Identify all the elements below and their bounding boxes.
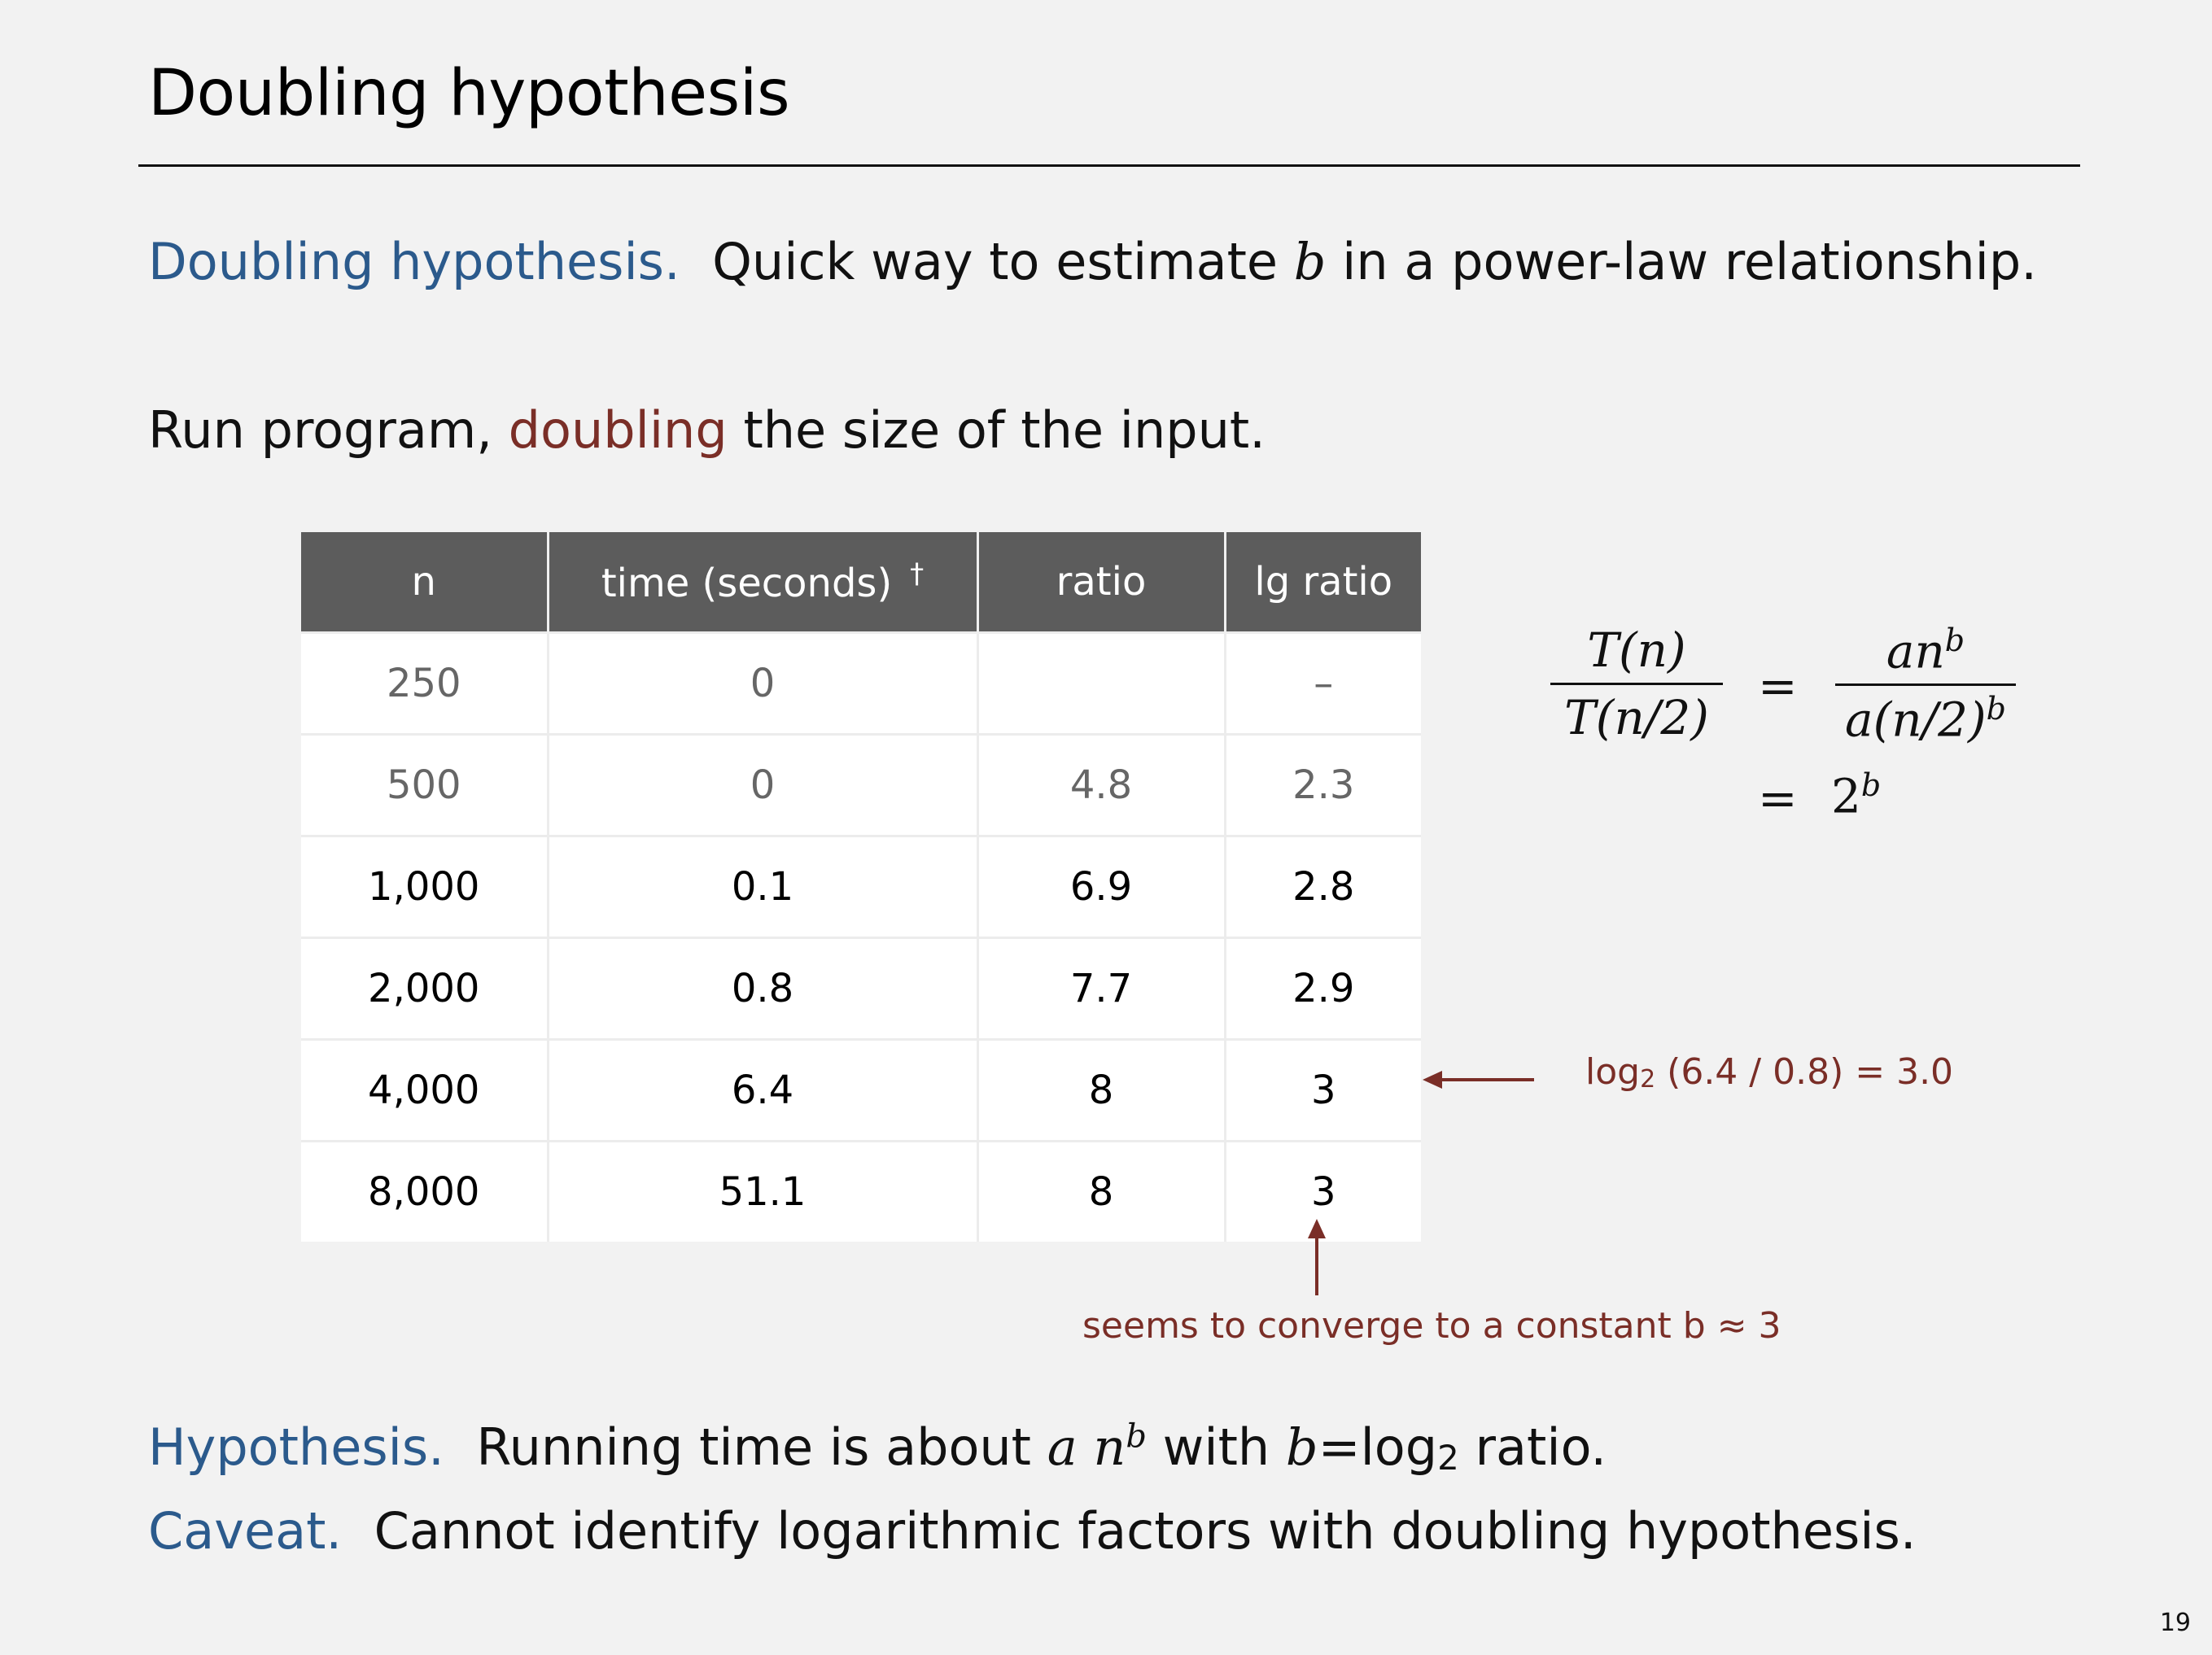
formula-result: 2b (1831, 767, 1882, 824)
dagger-mark: † (910, 557, 925, 590)
cell-ratio: 8 (977, 1038, 1226, 1142)
caveat-label: Caveat. (148, 1501, 343, 1561)
intro-var: b (1293, 232, 1327, 291)
cell-time: 51.1 (548, 1140, 979, 1242)
rhs-numerator: an (1886, 623, 1945, 679)
header-lg-ratio: lg ratio (1225, 532, 1421, 633)
page-title: Doubling hypothesis (148, 57, 790, 130)
converge-annotation: seems to converge to a constant b ≈ 3 (1082, 1305, 1781, 1347)
rhs-fraction: anb a(n/2)b (1835, 622, 2016, 748)
intro-text-after: in a power-law relationship. (1342, 232, 2037, 291)
cell-n: 500 (301, 733, 549, 836)
cell-n: 250 (301, 631, 549, 735)
cell-lg-ratio: 3 (1225, 1038, 1421, 1142)
intro-label: Doubling hypothesis. (148, 232, 680, 291)
cell-lg-ratio: 2.3 (1225, 733, 1421, 836)
cell-n: 2,000 (301, 937, 549, 1040)
run-highlight: doubling (508, 400, 728, 460)
cell-n: 4,000 (301, 1038, 549, 1142)
rhs-numerator-exp: b (1944, 622, 1965, 658)
cell-lg-ratio: 3 (1225, 1140, 1421, 1242)
rhs-denominator: a(n/2) (1845, 692, 1987, 748)
cell-ratio (977, 631, 1226, 735)
header-ratio: ratio (977, 532, 1226, 633)
hypothesis-label: Hypothesis. (148, 1417, 444, 1477)
equals-sign-2: = (1758, 771, 1798, 826)
table-row: 500 0 4.8 2.3 (301, 733, 1421, 836)
header-n: n (301, 532, 549, 633)
cell-ratio: 6.9 (977, 835, 1226, 938)
page-number: 19 (2159, 1609, 2191, 1637)
arrow-left-head (1423, 1071, 1442, 1089)
cell-time: 0 (548, 733, 979, 836)
lhs-fraction: T(n) T(n/2) (1550, 622, 1723, 745)
table-row: 1,000 0.1 6.9 2.8 (301, 835, 1421, 938)
cell-time: 0.8 (548, 937, 979, 1040)
cell-lg-ratio: 2.8 (1225, 835, 1421, 938)
cell-ratio: 7.7 (977, 937, 1226, 1040)
equals-sign-1: = (1758, 658, 1798, 714)
hypothesis-line: Hypothesis. Running time is about a nb w… (148, 1417, 1607, 1478)
cell-time: 0 (548, 631, 979, 735)
rhs-denominator-exp: b (1986, 691, 2006, 727)
cell-ratio: 4.8 (977, 733, 1226, 836)
intro-line: Doubling hypothesis. Quick way to estima… (148, 232, 2037, 291)
table-row: 8,000 51.1 8 3 (301, 1140, 1421, 1242)
cell-ratio: 8 (977, 1140, 1226, 1242)
lhs-denominator: T(n/2) (1564, 690, 1709, 745)
caveat-line: Caveat. Cannot identify logarithmic fact… (148, 1501, 1917, 1561)
run-before: Run program, (148, 400, 492, 460)
header-time: time (seconds) † (548, 532, 979, 633)
arrow-up-head (1308, 1219, 1326, 1238)
caveat-text: Cannot identify logarithmic factors with… (374, 1501, 1917, 1561)
run-after: the size of the input. (743, 400, 1266, 460)
run-line: Run program, doubling the size of the in… (148, 400, 1266, 460)
cell-n: 1,000 (301, 835, 549, 938)
intro-text-before: Quick way to estimate (712, 232, 1279, 291)
doubling-table: n time (seconds) † ratio lg ratio 250 0 –… (301, 532, 1421, 1242)
table-row: 250 0 – (301, 631, 1421, 735)
cell-time: 0.1 (548, 835, 979, 938)
table-row: 2,000 0.8 7.7 2.9 (301, 937, 1421, 1040)
lhs-numerator: T(n) (1587, 622, 1686, 678)
table-header-row: n time (seconds) † ratio lg ratio (301, 532, 1421, 633)
table-row: 4,000 6.4 8 3 (301, 1038, 1421, 1142)
cell-time: 6.4 (548, 1038, 979, 1142)
hypothesis-text: Running time is about (476, 1417, 1031, 1477)
cell-n: 8,000 (301, 1140, 549, 1242)
log-annotation: log2 (6.4 / 0.8) = 3.0 (1585, 1051, 1954, 1094)
cell-lg-ratio: – (1225, 631, 1421, 735)
cell-lg-ratio: 2.9 (1225, 937, 1421, 1040)
title-divider (138, 164, 2080, 167)
